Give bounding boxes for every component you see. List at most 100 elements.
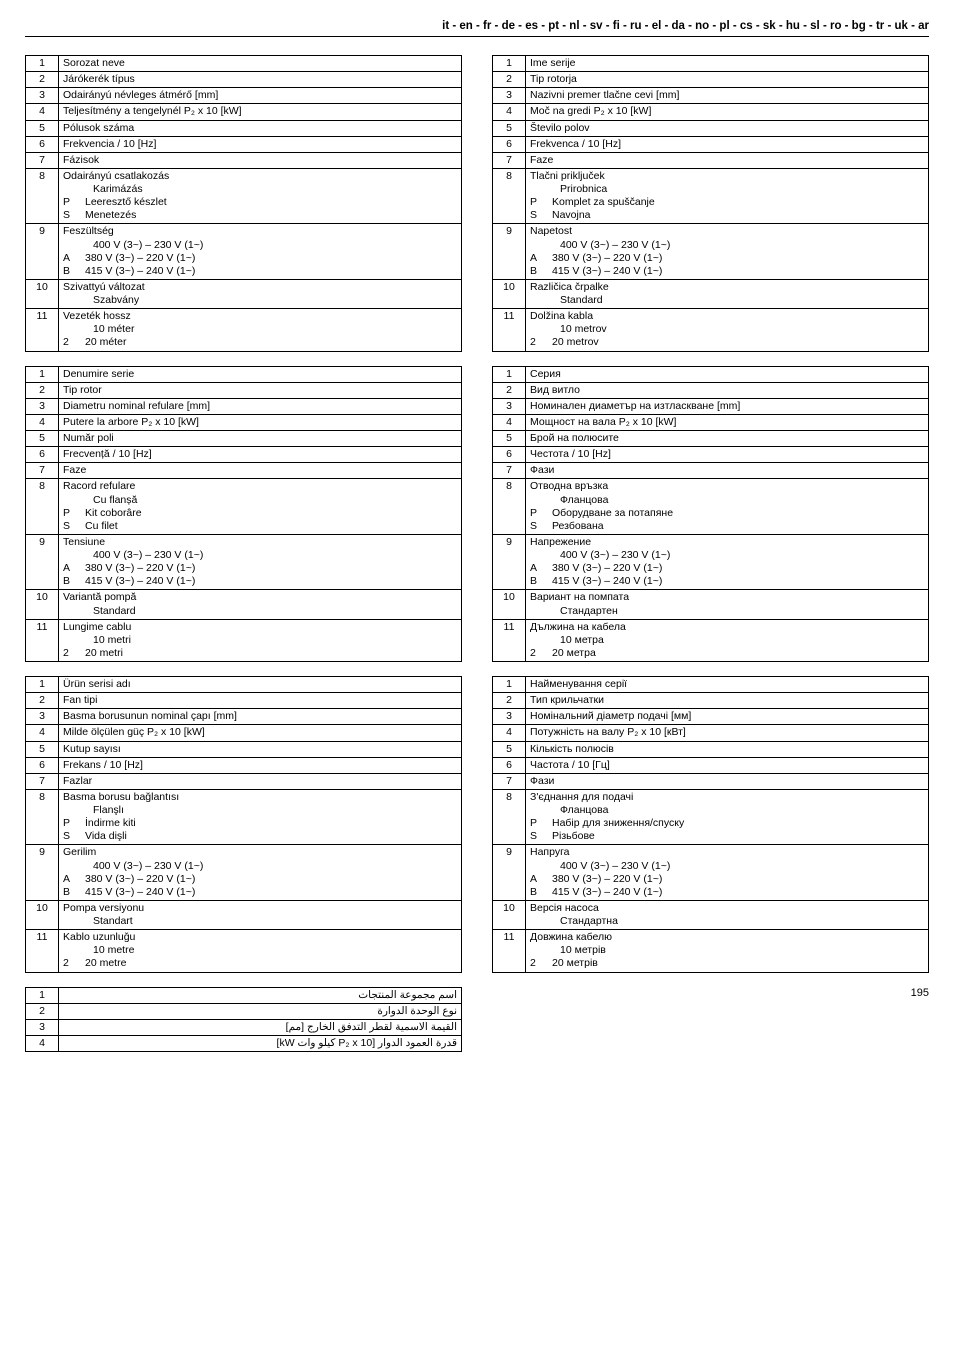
cell: Faze xyxy=(526,152,929,168)
row-num: 9 xyxy=(493,534,526,590)
val: 380 V (3~) – 220 V (1~) xyxy=(552,252,662,264)
row-num: 11 xyxy=(26,930,59,972)
key: 2 xyxy=(63,647,85,660)
line: Отводна връзка xyxy=(530,480,924,493)
line: Pİndirme kiti xyxy=(63,817,457,830)
row-num: 3 xyxy=(26,88,59,104)
cell: Lungime cablu 10 metri 220 metri xyxy=(59,619,462,661)
line: PОборудване за потапяне xyxy=(530,507,924,520)
key: S xyxy=(530,209,552,222)
cell: Racord refulare Cu flanșă PKit coborâre … xyxy=(59,479,462,535)
key: S xyxy=(63,209,85,222)
line: Стандартен xyxy=(530,605,924,618)
key: P xyxy=(530,507,552,520)
val: 415 V (3~) – 240 V (1~) xyxy=(85,886,195,898)
line: Szabvány xyxy=(63,294,457,307)
cell: Szivattyú változat Szabvány xyxy=(59,279,462,308)
row-num: 3 xyxy=(493,88,526,104)
row-num: 7 xyxy=(493,463,526,479)
line: 10 metre xyxy=(63,944,457,957)
row-num: 6 xyxy=(493,447,526,463)
line: SMenetezés xyxy=(63,209,457,222)
line: SРізьбове xyxy=(530,830,924,843)
line: Standard xyxy=(530,294,924,307)
line: Напруга xyxy=(530,846,924,859)
key: A xyxy=(63,252,85,265)
cell: Отводна връзка Фланцова PОборудване за п… xyxy=(526,479,929,535)
cell: Ürün serisi adı xyxy=(59,677,462,693)
row-num: 3 xyxy=(26,709,59,725)
row-num: 9 xyxy=(493,845,526,901)
line: Стандартна xyxy=(530,915,924,928)
cell: Tip rotor xyxy=(59,382,462,398)
cell: Tip rotorja xyxy=(526,72,929,88)
key: A xyxy=(530,873,552,886)
line: Standart xyxy=(63,915,457,928)
line: 400 V (3~) – 230 V (1~) xyxy=(63,239,457,252)
key: S xyxy=(530,830,552,843)
cell: Дължина на кабела 10 метра 220 метра xyxy=(526,619,929,661)
line: Prirobnica xyxy=(530,183,924,196)
cell: Fan tipi xyxy=(59,693,462,709)
val: 415 V (3~) – 240 V (1~) xyxy=(552,265,662,277)
line: Фланцова xyxy=(530,494,924,507)
line: PKomplet za spuščanje xyxy=(530,196,924,209)
line: Flanşlı xyxy=(63,804,457,817)
table-sl: 1Ime serije 2Tip rotorja 3Nazivni premer… xyxy=(492,55,929,352)
cell: Частота / 10 [Гц] xyxy=(526,757,929,773)
row-num: 9 xyxy=(26,224,59,280)
row-num: 1 xyxy=(493,56,526,72)
line: 400 V (3~) – 230 V (1~) xyxy=(63,549,457,562)
cell: Număr poli xyxy=(59,431,462,447)
line: PНабір для зниження/спуску xyxy=(530,817,924,830)
val: 380 V (3~) – 220 V (1~) xyxy=(552,562,662,574)
key: B xyxy=(530,575,552,588)
line: Довжина кабелю xyxy=(530,931,924,944)
val: 415 V (3~) – 240 V (1~) xyxy=(552,886,662,898)
line: 400 V (3~) – 230 V (1~) xyxy=(63,860,457,873)
val: Leeresztő készlet xyxy=(85,196,167,208)
cell: Frekvencia / 10 [Hz] xyxy=(59,136,462,152)
cell: Frecvență / 10 [Hz] xyxy=(59,447,462,463)
line: Gerilim xyxy=(63,846,457,859)
line: A380 V (3~) – 220 V (1~) xyxy=(63,252,457,265)
cell: Kablo uzunluğu 10 metre 220 metre xyxy=(59,930,462,972)
line: B415 V (3~) – 240 V (1~) xyxy=(63,265,457,278)
cell: Odairányú csatlakozás Karimázás PLeeresz… xyxy=(59,168,462,224)
val: Набір для зниження/спуску xyxy=(552,817,684,829)
cell: Frekvenca / 10 [Hz] xyxy=(526,136,929,152)
cell: Номінальний діаметр подачі [мм] xyxy=(526,709,929,725)
row-num: 4 xyxy=(493,104,526,120)
cell: Кількість полюсів xyxy=(526,741,929,757)
line: SVida dişli xyxy=(63,830,457,843)
row-num: 6 xyxy=(26,136,59,152)
cell: Putere la arbore P₂ x 10 [kW] xyxy=(59,414,462,430)
key: A xyxy=(63,873,85,886)
cell: Variantă pompă Standard xyxy=(59,590,462,619)
row-num: 9 xyxy=(493,224,526,280)
val: 415 V (3~) – 240 V (1~) xyxy=(85,265,195,277)
row-num: 10 xyxy=(26,279,59,308)
val: 380 V (3~) – 220 V (1~) xyxy=(552,873,662,885)
line: 220 metri xyxy=(63,647,457,660)
row-num: 2 xyxy=(493,382,526,398)
cell: Fazlar xyxy=(59,773,462,789)
key: P xyxy=(530,196,552,209)
line: 10 metrov xyxy=(530,323,924,336)
cell: Dolžina kabla 10 metrov 220 metrov xyxy=(526,309,929,351)
line: Basma borusu bağlantısı xyxy=(63,791,457,804)
key: 2 xyxy=(63,957,85,970)
cell: Фази xyxy=(526,463,929,479)
val: Cu filet xyxy=(85,520,118,532)
page-number: 195 xyxy=(492,987,929,999)
val: 20 metri xyxy=(85,647,123,659)
row-num: 5 xyxy=(493,431,526,447)
row-num: 10 xyxy=(493,590,526,619)
line: Vezeték hossz xyxy=(63,310,457,323)
row-num: 6 xyxy=(26,757,59,773)
cell: Moč na gredi P₂ x 10 [kW] xyxy=(526,104,929,120)
row-num: 6 xyxy=(493,757,526,773)
key: B xyxy=(63,886,85,899)
key: S xyxy=(63,830,85,843)
line: Variantă pompă xyxy=(63,591,457,604)
